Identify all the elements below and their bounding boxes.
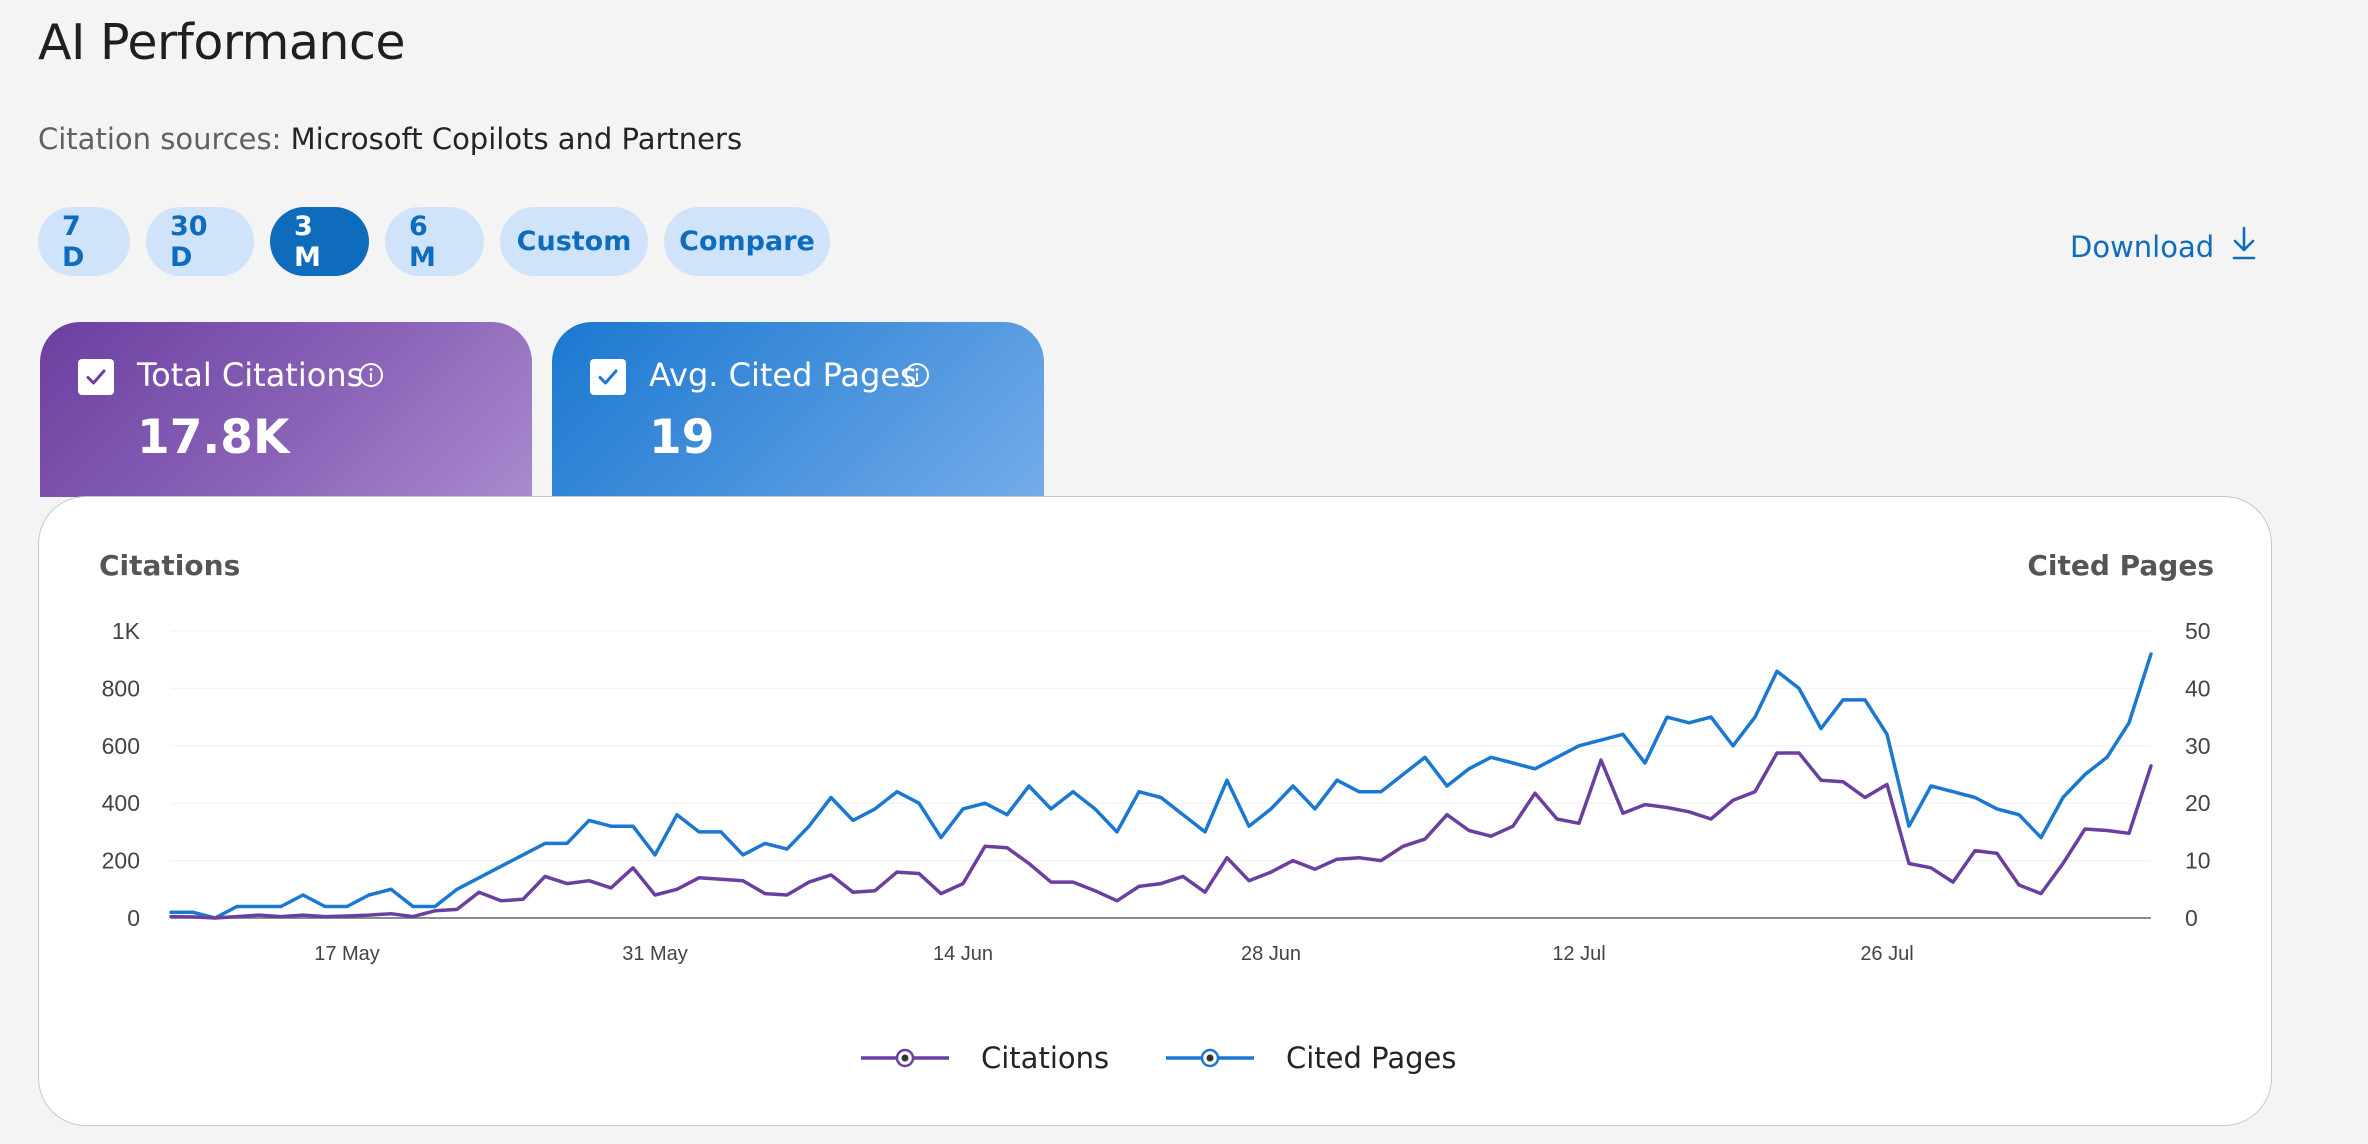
total-citations-value: 17.8K bbox=[137, 410, 290, 465]
range-3m-button[interactable]: 3 M bbox=[270, 207, 369, 276]
range-custom-button[interactable]: Custom bbox=[500, 207, 648, 276]
x-tick-label: 28 Jun bbox=[1241, 943, 1301, 965]
legend-item-citations[interactable]: Citations bbox=[861, 1041, 1109, 1075]
citation-sources-value: Microsoft Copilots and Partners bbox=[290, 122, 743, 156]
avg-cited-pages-label: Avg. Cited Pages bbox=[649, 356, 917, 394]
legend-marker-dot bbox=[1206, 1054, 1214, 1062]
x-tick-label: 17 May bbox=[314, 943, 380, 965]
download-button[interactable]: Download bbox=[2070, 226, 2256, 267]
legend-marker-dot bbox=[901, 1054, 909, 1062]
x-tick-label: 31 May bbox=[622, 943, 688, 965]
range-6m-button[interactable]: 6 M bbox=[385, 207, 484, 276]
download-label: Download bbox=[2070, 229, 2215, 264]
line-chart: Citations Cited Pages 0 0 200 10 400 20 600 30 800… bbox=[99, 549, 2214, 1075]
y-left-axis-title: Citations bbox=[99, 549, 240, 582]
avg-cited-pages-card[interactable]: Avg. Cited Pages 19 bbox=[552, 322, 1044, 497]
checkmark-icon bbox=[86, 369, 106, 385]
y-left-tick-label: 600 bbox=[102, 733, 140, 759]
y-right-tick-label: 30 bbox=[2185, 733, 2211, 759]
y-left-tick-label: 1K bbox=[112, 618, 141, 644]
range-7d-button[interactable]: 7 D bbox=[38, 207, 130, 276]
info-icon[interactable] bbox=[358, 362, 384, 393]
legend-label: Citations bbox=[981, 1041, 1109, 1075]
date-range-selector: 7 D 30 D 3 M 6 M Custom Compare bbox=[38, 207, 830, 276]
range-30d-button[interactable]: 30 D bbox=[146, 207, 254, 276]
y-right-tick-label: 40 bbox=[2185, 675, 2211, 701]
y-left-tick-label: 200 bbox=[102, 848, 140, 874]
y-right-tick-label: 10 bbox=[2185, 848, 2211, 874]
y-right-tick-label: 0 bbox=[2185, 905, 2198, 931]
citation-sources: Citation sources: Microsoft Copilots and… bbox=[38, 122, 742, 156]
total-citations-label: Total Citations bbox=[137, 356, 364, 394]
avg-cited-pages-checkbox[interactable] bbox=[590, 359, 626, 395]
y-left-tick-label: 400 bbox=[102, 790, 140, 816]
y-right-axis-title: Cited Pages bbox=[2027, 549, 2214, 582]
info-icon[interactable] bbox=[904, 362, 930, 393]
legend-item-cited-pages[interactable]: Cited Pages bbox=[1166, 1041, 1456, 1075]
legend-label: Cited Pages bbox=[1286, 1041, 1456, 1075]
y-right-tick-label: 50 bbox=[2185, 618, 2211, 644]
cited-pages-series-line bbox=[169, 652, 2153, 920]
y-right-tick-label: 20 bbox=[2185, 790, 2211, 816]
checkmark-icon bbox=[598, 369, 618, 385]
total-citations-checkbox[interactable] bbox=[78, 359, 114, 395]
total-citations-card[interactable]: Total Citations 17.8K bbox=[40, 322, 532, 497]
citations-series-line bbox=[169, 751, 2153, 920]
y-left-tick-label: 800 bbox=[102, 675, 140, 701]
x-tick-label: 26 Jul bbox=[1860, 943, 1913, 965]
range-compare-button[interactable]: Compare bbox=[664, 207, 830, 276]
x-tick-label: 12 Jul bbox=[1552, 943, 1605, 965]
download-icon bbox=[2232, 226, 2256, 267]
avg-cited-pages-value: 19 bbox=[649, 410, 715, 465]
citation-sources-label: Citation sources: bbox=[38, 122, 282, 156]
page-title: AI Performance bbox=[38, 14, 406, 71]
chart-card: Citations Cited Pages 0 0 200 10 400 20 600 30 800… bbox=[38, 496, 2272, 1126]
x-tick-label: 14 Jun bbox=[933, 943, 993, 965]
y-left-tick-label: 0 bbox=[127, 905, 140, 931]
